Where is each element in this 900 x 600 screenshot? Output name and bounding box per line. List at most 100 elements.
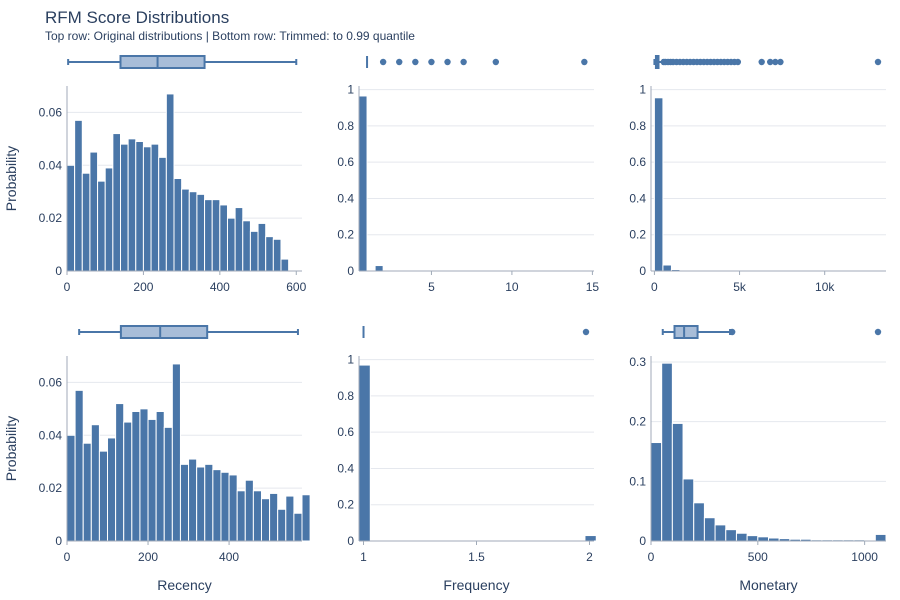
y-tick-label: 0: [639, 264, 646, 278]
y-tick-label: 0.02: [39, 481, 63, 495]
histogram-bar: [584, 535, 597, 542]
y-tick-label: 0: [347, 534, 354, 548]
box-outlier-point: [581, 58, 588, 66]
y-tick-label: 0.2: [337, 228, 354, 242]
x-tick-label: 15: [586, 280, 600, 294]
histogram-bar: [236, 490, 246, 542]
histogram-bar: [147, 418, 157, 542]
histogram-bar: [171, 363, 181, 542]
histogram-bar: [204, 199, 213, 272]
histogram-bar: [219, 204, 228, 272]
histogram-bar: [139, 408, 149, 542]
frequency-original-panel: 00.20.40.60.815 10 15: [337, 56, 599, 294]
x-tick-label: 400: [210, 280, 230, 294]
histogram-bar: [358, 364, 371, 542]
y-tick-label: 0: [347, 264, 354, 278]
histogram-bar: [188, 191, 198, 272]
histogram-bar: [98, 450, 109, 542]
y-axis-title: Probability: [3, 416, 19, 481]
histogram-bar: [358, 95, 368, 272]
histogram-bar: [123, 421, 133, 542]
frequency-original-boxplot: [366, 56, 588, 68]
monetary-original-boxplot: [653, 55, 882, 69]
x-tick-label: 1: [360, 550, 367, 564]
y-axis-title: Probability: [3, 146, 19, 211]
histogram-bar: [119, 143, 129, 272]
y-tick-label: 0.06: [39, 375, 63, 389]
y-tick-label: 0.4: [629, 191, 646, 205]
histogram-bar: [82, 442, 92, 542]
histogram-bar: [66, 164, 76, 272]
histogram-bar: [107, 437, 117, 542]
histogram-bar: [89, 151, 99, 272]
histogram-bar: [97, 180, 106, 272]
box-outlier-point: [379, 58, 387, 66]
x-tick-label: 0: [648, 550, 655, 564]
histogram-bar: [293, 512, 303, 542]
histogram-bar: [260, 498, 271, 542]
y-tick-label: 0.04: [39, 158, 63, 172]
histogram-bar: [179, 463, 190, 542]
histogram-bar: [211, 199, 221, 272]
y-tick-label: 0: [639, 534, 646, 548]
histogram-bar: [650, 442, 663, 542]
recency-trimmed-panel: 0 0.02 0.04 0.06 0 200 400 Probability Recency: [3, 325, 311, 593]
histogram-bar: [220, 471, 230, 542]
y-tick-label: 0.8: [337, 119, 354, 133]
y-tick-label: 0.1: [629, 474, 646, 488]
x-tick-label: 0: [651, 280, 658, 294]
x-tick-label: 10: [505, 280, 519, 294]
histogram-bar: [226, 217, 236, 272]
histogram-bar: [127, 138, 137, 272]
y-tick-label: 1: [347, 83, 354, 97]
x-tick-label: 1000: [851, 550, 878, 564]
histogram-bar: [265, 236, 274, 272]
histogram-bar: [155, 411, 165, 542]
y-tick-label: 0: [55, 264, 62, 278]
histogram-bar: [242, 220, 251, 272]
y-tick-label: 0.6: [629, 155, 646, 169]
histogram-bar: [158, 156, 167, 272]
box-outlier-point: [734, 58, 742, 66]
histogram-bar: [714, 524, 727, 542]
histogram-bar: [661, 362, 673, 542]
histogram-bar: [735, 532, 748, 542]
histogram-bar: [374, 265, 384, 272]
histogram-bar: [74, 119, 83, 272]
box-outlier-point: [428, 58, 435, 66]
histogram-bar: [81, 172, 91, 272]
histogram-bar: [135, 141, 144, 272]
histogram-bar: [142, 146, 152, 272]
y-tick-label: 0.04: [39, 428, 63, 442]
histogram-bar: [150, 143, 160, 272]
histogram-bar: [112, 133, 121, 272]
y-tick-label: 0.02: [39, 211, 63, 225]
histogram-bar: [682, 478, 695, 542]
monetary-original-panel: 0 0.2 0.4 0.6 0.8 1 0 5k 10k: [629, 55, 886, 294]
histogram-bar: [244, 479, 254, 542]
y-tick-label: 0.8: [337, 389, 354, 403]
box-outlier-point: [772, 58, 779, 66]
y-tick-label: 0.2: [629, 415, 646, 429]
histogram-bar: [693, 502, 705, 542]
box-outlier-point: [460, 58, 467, 66]
histogram-bar: [277, 508, 287, 542]
histogram-bar: [234, 207, 244, 272]
y-tick-label: 0.06: [39, 105, 63, 119]
histogram-bar: [671, 422, 684, 542]
histogram-bar: [115, 403, 125, 542]
y-tick-label: 1: [347, 353, 354, 367]
box-outlier-point: [767, 58, 774, 66]
histogram-bar: [252, 490, 262, 542]
monetary-trimmed-boxplot: [661, 325, 882, 339]
x-tick-label: 2: [586, 550, 593, 564]
histogram-bar: [272, 238, 282, 272]
x-tick-label: 500: [748, 550, 768, 564]
histogram-bar: [181, 188, 190, 272]
x-tick-label: 400: [219, 550, 239, 564]
box-outlier-point: [492, 58, 500, 66]
monetary-trimmed-panel: 0 0.1 0.2 0.3 0 500 1000 Monetary: [629, 325, 887, 593]
histogram-bar: [757, 536, 769, 542]
frequency-trimmed-panel: 0 0.2 0.4 0.6 0.8 1 1 1.5 2 Frequency: [337, 326, 597, 593]
